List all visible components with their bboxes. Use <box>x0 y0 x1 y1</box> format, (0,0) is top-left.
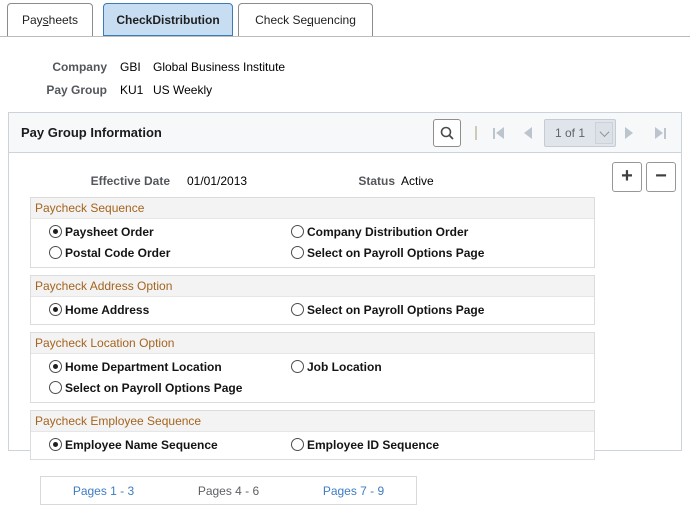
next-row-button[interactable] <box>625 127 633 139</box>
row-count-dropdown[interactable]: 1 of 1 <box>544 119 616 147</box>
radio-home-address[interactable]: Home Address <box>49 303 291 317</box>
tab-check-sequencing-label: Check Sequencing <box>255 13 356 27</box>
status-value: Active <box>401 174 434 188</box>
last-row-button[interactable] <box>655 127 666 139</box>
section-paycheck-sequence: Paycheck Sequence Paysheet Order Company… <box>30 197 595 268</box>
radio-select-on-payroll-options-page-seq[interactable]: Select on Payroll Options Page <box>291 246 484 260</box>
previous-row-icon <box>524 127 532 139</box>
effective-date-value: 01/01/2013 <box>187 174 248 188</box>
radio-icon[interactable] <box>49 438 62 451</box>
option-sections: Paycheck Sequence Paysheet Order Company… <box>30 197 595 467</box>
radio-icon[interactable] <box>49 246 62 259</box>
tab-paysheets-label: Paysheets <box>21 13 79 27</box>
pay-group-description: US Weekly <box>153 83 213 97</box>
radio-icon[interactable] <box>291 438 304 451</box>
effective-date-label: Effective Date <box>90 174 170 188</box>
radio-icon[interactable] <box>291 246 304 259</box>
row-count-label: 1 of 1 <box>554 126 586 140</box>
pages-1-3-link[interactable]: Pages 1 - 3 <box>72 483 135 498</box>
section-paycheck-address-option: Paycheck Address Option Home Address Sel… <box>30 275 595 325</box>
groupbox-content: Effective Date 01/01/2013 Status Active … <box>9 153 681 460</box>
search-icon <box>440 126 454 140</box>
previous-row-button[interactable] <box>524 127 532 139</box>
pay-group-row: Pay Group KU1 US Weekly <box>0 79 285 102</box>
pay-group-label: Pay Group <box>46 83 107 97</box>
tab-bar: Paysheets CheckDistribution Check Sequen… <box>7 3 373 36</box>
delete-row-button[interactable]: − <box>646 162 676 192</box>
radio-select-on-payroll-options-page-loc[interactable]: Select on Payroll Options Page <box>49 381 291 395</box>
tab-paysheets[interactable]: Paysheets <box>7 3 93 36</box>
nav-separator <box>475 126 477 140</box>
radio-icon[interactable] <box>291 360 304 373</box>
tab-check-sequencing[interactable]: Check Sequencing <box>238 3 373 36</box>
radio-icon[interactable] <box>49 225 62 238</box>
radio-company-distribution-order[interactable]: Company Distribution Order <box>291 225 468 239</box>
find-button[interactable] <box>433 119 461 147</box>
radio-paysheet-order[interactable]: Paysheet Order <box>49 225 291 239</box>
tab-divider <box>0 36 690 37</box>
company-row: Company GBI Global Business Institute <box>0 56 285 79</box>
groupbox-header: Pay Group Information 1 of 1 <box>9 113 681 153</box>
radio-home-department-location[interactable]: Home Department Location <box>49 360 291 374</box>
pay-group-code: KU1 <box>120 83 144 97</box>
section-paycheck-employee-sequence: Paycheck Employee Sequence Employee Name… <box>30 410 595 460</box>
radio-select-on-payroll-options-page-addr[interactable]: Select on Payroll Options Page <box>291 303 484 317</box>
section-title: Paycheck Sequence <box>31 198 594 219</box>
radio-employee-name-sequence[interactable]: Employee Name Sequence <box>49 438 291 452</box>
next-row-icon <box>625 127 633 139</box>
section-title: Paycheck Location Option <box>31 333 594 354</box>
section-paycheck-location-option: Paycheck Location Option Home Department… <box>30 332 595 403</box>
radio-job-location[interactable]: Job Location <box>291 360 382 374</box>
radio-icon[interactable] <box>49 303 62 316</box>
company-code: GBI <box>120 60 141 74</box>
key-fields: Company GBI Global Business Institute Pa… <box>0 56 285 102</box>
pages-4-6-current: Pages 4 - 6 <box>197 483 260 498</box>
radio-postal-code-order[interactable]: Postal Code Order <box>49 246 291 260</box>
groupbox-title: Pay Group Information <box>21 125 162 140</box>
first-row-button[interactable] <box>493 127 504 139</box>
pages-7-9-link[interactable]: Pages 7 - 9 <box>322 483 385 498</box>
first-row-icon <box>493 127 495 139</box>
radio-icon[interactable] <box>49 381 62 394</box>
radio-icon[interactable] <box>291 303 304 316</box>
radio-employee-id-sequence[interactable]: Employee ID Sequence <box>291 438 439 452</box>
tab-check-distribution-label: CheckDistribution <box>116 13 220 27</box>
pay-group-information-groupbox: Pay Group Information 1 of 1 Effective D… <box>8 112 682 460</box>
dropdown-chevron-cell <box>595 122 613 144</box>
page-group-links: Pages 1 - 3 Pages 4 - 6 Pages 7 - 9 <box>40 476 417 505</box>
radio-icon[interactable] <box>49 360 62 373</box>
tab-check-distribution[interactable]: CheckDistribution <box>103 3 233 36</box>
section-title: Paycheck Address Option <box>31 276 594 297</box>
chevron-down-icon <box>599 126 609 137</box>
add-row-button[interactable]: + <box>612 162 642 192</box>
status-label: Status <box>358 174 395 188</box>
company-description: Global Business Institute <box>153 60 286 74</box>
radio-icon[interactable] <box>291 225 304 238</box>
section-title: Paycheck Employee Sequence <box>31 411 594 432</box>
company-label: Company <box>52 60 107 74</box>
last-row-icon <box>655 127 663 139</box>
